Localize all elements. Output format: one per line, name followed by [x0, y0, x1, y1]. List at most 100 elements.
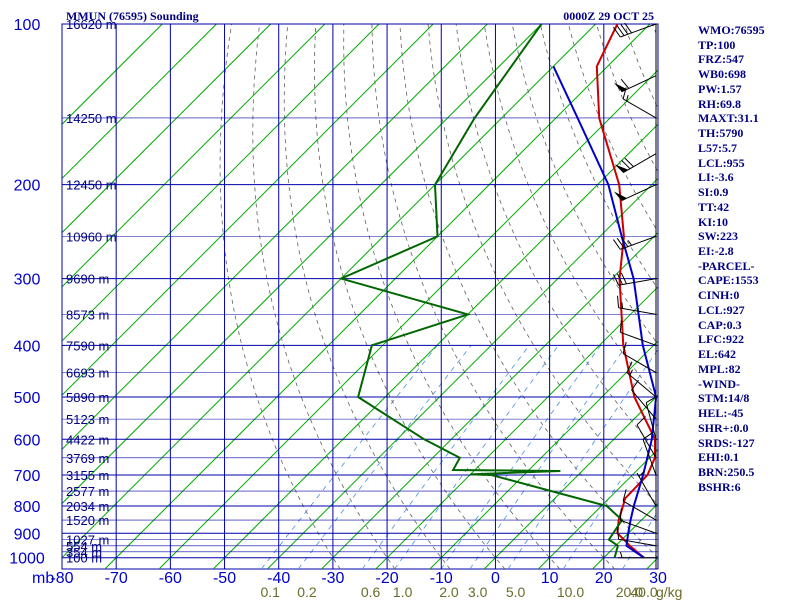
- index-entry: LI:-3.6: [698, 170, 734, 185]
- wind-barb: [619, 320, 657, 346]
- mixing-ratio-line: [394, 345, 559, 569]
- mixing-ratio-line: [297, 345, 472, 569]
- index-entry: CAPE:1553: [698, 273, 759, 288]
- mixing-ratio-label: 0.1: [260, 584, 280, 600]
- mixing-ratio-line: [440, 345, 602, 569]
- pressure-tick-label: 800: [14, 499, 41, 516]
- index-entry: MPL:82: [698, 361, 741, 376]
- wind-barb: [619, 508, 657, 534]
- index-entry: L57:5.7: [698, 140, 737, 155]
- index-entry: BSHR:6: [698, 479, 741, 494]
- index-entry: LCL:927: [698, 302, 745, 317]
- index-entry: BRN:250.5: [698, 465, 755, 480]
- dry-adiabat-line: [283, 24, 451, 569]
- pressure-unit-label: mb: [32, 570, 54, 587]
- height-label: 5890 m: [66, 390, 109, 405]
- pressure-tick-label: 1000: [9, 551, 45, 568]
- mixing-ratio-line: [261, 345, 438, 569]
- wind-barb: [613, 184, 657, 202]
- isotherm-line: [62, 24, 271, 234]
- pressure-tick-label: 700: [14, 468, 41, 485]
- temperature-tick-label: -70: [105, 570, 128, 587]
- temperature-tick-label: -30: [321, 570, 344, 587]
- height-label: 2577 m: [66, 484, 109, 499]
- index-entry: EHI:0.1: [698, 450, 740, 465]
- isotherm-line: [537, 448, 658, 569]
- mixing-ratio-lines: [261, 345, 658, 569]
- height-label: 100 m: [66, 551, 102, 566]
- temperature-tick-label: 20: [595, 570, 613, 587]
- height-label: 7590 m: [66, 338, 109, 353]
- height-label: 2034 m: [66, 499, 109, 514]
- temperature-tick-label: -60: [159, 570, 182, 587]
- isotherm-line: [212, 123, 658, 569]
- index-entry: LFC:922: [698, 332, 744, 347]
- mixing-ratio-label: 3.0: [468, 584, 488, 600]
- station-title: MMUN (76595) Sounding: [66, 9, 199, 23]
- index-entry: WMO:76595: [698, 23, 765, 37]
- indices-panel: WMO:76595 TP:100 FRZ:547 WB0:698 PW:1.57 RH:6…: [698, 23, 800, 495]
- height-label: 1027 m: [66, 533, 109, 548]
- index-entry: STM:14/8: [698, 391, 750, 406]
- isotherm-line: [62, 24, 217, 180]
- index-entry: TH:5790: [698, 126, 744, 141]
- temperature-tick-label: -40: [267, 570, 290, 587]
- pressure-tick-label: 300: [14, 272, 41, 289]
- temperature-tick-label: -10: [430, 570, 453, 587]
- mixing-ratio-line: [562, 422, 658, 569]
- isotherms: [62, 24, 658, 569]
- wind-barb: [622, 341, 657, 374]
- index-entry: KI:10: [698, 214, 728, 229]
- index-entry: TT:42: [698, 199, 730, 214]
- dry-adiabat-line: [371, 24, 616, 569]
- dry-adiabat-line: [399, 24, 658, 559]
- mixing-ratio-label: 40.0: [630, 584, 657, 600]
- isotherm-line: [429, 340, 658, 569]
- isotherm-line: [62, 24, 163, 125]
- dry-adiabat-line: [252, 24, 396, 569]
- isotherm-line: [158, 69, 658, 569]
- index-entry: -WIND-: [698, 376, 740, 391]
- mixing-ratio-label: 0.6: [361, 584, 381, 600]
- index-entry: -PARCEL-: [698, 258, 755, 273]
- index-entry: CINH:0: [698, 288, 740, 303]
- height-label: 16620 m: [66, 17, 117, 32]
- height-label: 6693 m: [66, 366, 109, 381]
- height-label: 4422 m: [66, 432, 109, 447]
- height-label: 354 m: [66, 545, 102, 560]
- pressure-tick-label: 900: [14, 526, 41, 543]
- index-entry: FRZ:547: [698, 52, 744, 67]
- dry-adiabat-line: [427, 24, 658, 506]
- height-label: 3769 m: [66, 451, 109, 466]
- index-entry: SI:0.9: [698, 185, 729, 200]
- dry-adiabat-line: [539, 24, 658, 290]
- parcel-profile-line: [552, 65, 658, 559]
- mixing-ratio-label: 5.0: [506, 584, 526, 600]
- index-entry: SHR+:0.0: [698, 420, 749, 435]
- wind-barb: [613, 75, 657, 93]
- plot-area: [62, 24, 658, 569]
- isotherm-line: [62, 24, 542, 505]
- isotherm-line: [104, 24, 651, 569]
- pressure-grid: [62, 24, 658, 569]
- mixing-ratio-label: 2.0: [439, 584, 459, 600]
- temperature-profile-line: [595, 24, 657, 559]
- temperature-tick-label: 30: [649, 570, 667, 587]
- index-entry: TP:100: [698, 37, 736, 52]
- mixing-ratio-label: 10.0: [557, 584, 584, 600]
- sounding-time: 0000Z 29 OCT 25: [563, 9, 654, 23]
- isotherm-line: [267, 177, 658, 569]
- height-label: 12450 m: [66, 178, 117, 193]
- index-entry: EI:-2.8: [698, 244, 734, 259]
- wind-barb: [622, 489, 657, 521]
- wind-barb: [622, 87, 657, 119]
- height-label: 10960 m: [66, 229, 117, 244]
- dry-adiabat-line: [343, 24, 561, 569]
- profile-lines: [338, 24, 658, 559]
- mixing-ratio-label: 0.2: [297, 584, 317, 600]
- index-entry: SW:223: [698, 229, 739, 244]
- mixing-ratio-label: 20.0: [616, 584, 643, 600]
- isotherm-line: [375, 286, 658, 569]
